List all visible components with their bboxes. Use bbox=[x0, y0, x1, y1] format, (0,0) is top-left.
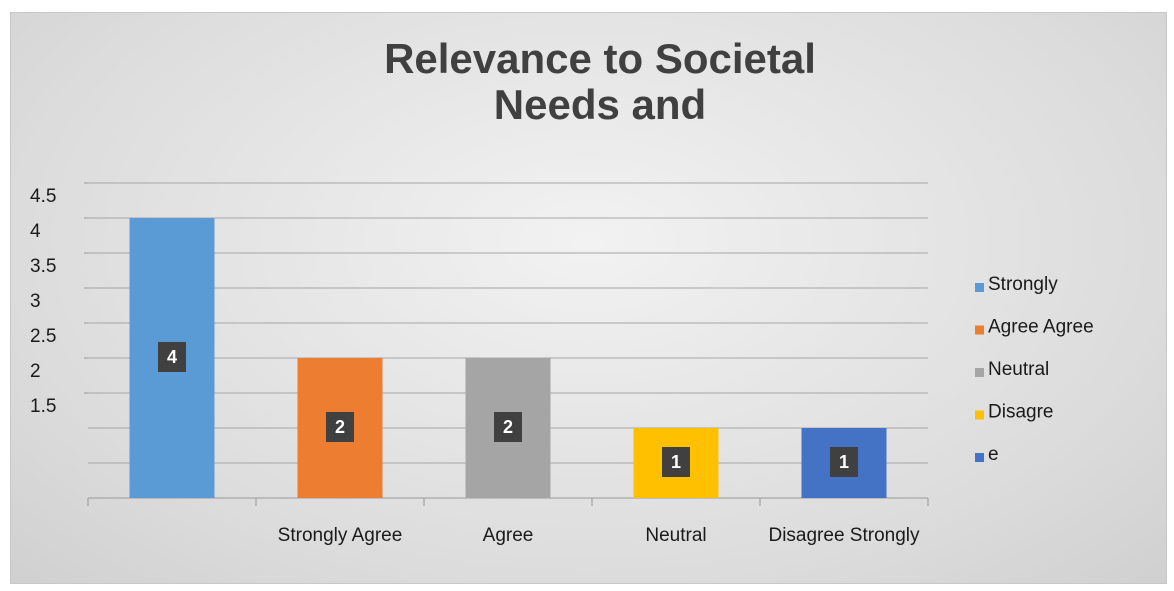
legend-marker bbox=[975, 368, 984, 377]
data-label: 1 bbox=[839, 452, 849, 472]
legend-marker bbox=[975, 453, 984, 462]
y-tick-label: 3.5 bbox=[30, 256, 56, 277]
x-tick-label: Strongly Agree bbox=[278, 525, 403, 546]
x-tick-label: Agree bbox=[483, 525, 534, 546]
y-tick-label: 2 bbox=[30, 361, 41, 382]
x-tick-label: Disagree Strongly bbox=[768, 525, 920, 546]
data-label-box bbox=[326, 412, 354, 442]
data-label-box bbox=[830, 447, 858, 477]
y-tick-label: 2.5 bbox=[30, 326, 56, 347]
legend-marker bbox=[975, 410, 984, 420]
data-label-box bbox=[662, 447, 690, 477]
legend-marker bbox=[975, 325, 984, 335]
data-label: 2 bbox=[335, 417, 345, 437]
legend-label: Disagre bbox=[988, 402, 1053, 423]
legend-label: Strongly bbox=[988, 274, 1058, 295]
x-tick-label: Neutral bbox=[645, 525, 706, 546]
data-label-box bbox=[158, 342, 186, 372]
chart-title: Relevance to Societal Needs and bbox=[384, 35, 816, 128]
legend-label: Agree Agree bbox=[988, 317, 1094, 338]
legend-label: e bbox=[988, 444, 999, 465]
y-tick-label: 4 bbox=[30, 221, 41, 242]
y-tick-label: 1.5 bbox=[30, 396, 56, 417]
data-label: 1 bbox=[671, 452, 681, 472]
y-tick-label: 4.5 bbox=[30, 186, 56, 207]
data-label: 2 bbox=[503, 417, 513, 437]
y-tick-label: 3 bbox=[30, 291, 41, 312]
legend-label: Neutral bbox=[988, 359, 1049, 380]
legend-marker bbox=[975, 283, 984, 292]
data-label-box bbox=[494, 412, 522, 442]
data-label: 4 bbox=[167, 347, 177, 367]
